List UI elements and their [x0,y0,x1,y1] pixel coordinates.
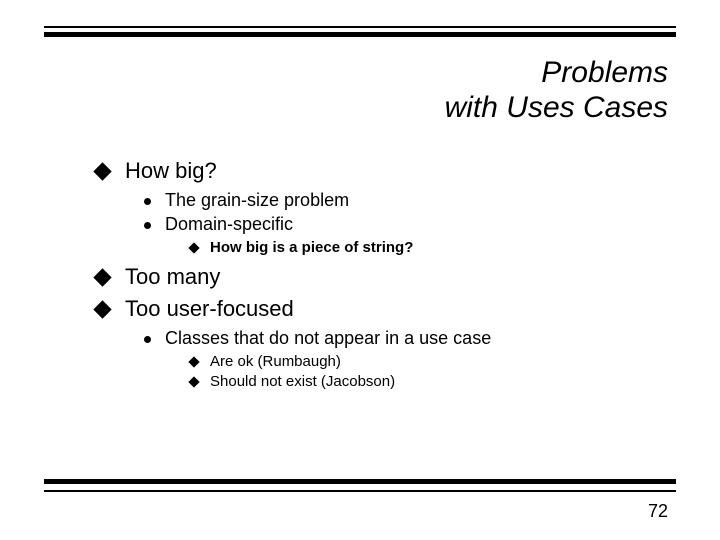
bullet-lvl2: Domain-specific [144,214,660,235]
bullet-lvl3: Should not exist (Jacobson) [190,373,660,390]
diamond-bullet-icon [93,300,111,318]
bullet-lvl3: Are ok (Rumbaugh) [190,353,660,370]
bottom-thick-rule [44,479,676,484]
diamond-bullet-icon [93,268,111,286]
bullet-lvl1: Too many [96,264,660,290]
top-thin-rule [44,26,676,28]
bullet-text: Classes that do not appear in a use case [165,328,491,349]
dot-bullet-icon [144,222,151,229]
bullet-text: Too many [125,264,220,290]
bullet-text: Domain-specific [165,214,293,235]
slide-title: Problems with Uses Cases [445,56,668,125]
diamond-bullet-icon [93,162,111,180]
bullet-lvl2: The grain-size problem [144,190,660,211]
bottom-thin-rule [44,490,676,492]
small-diamond-bullet-icon [188,242,199,253]
bullet-text: Should not exist (Jacobson) [210,373,395,390]
bullet-text: How big? [125,158,217,184]
bullet-text: How big is a piece of string? [210,239,413,256]
bullet-lvl2: Classes that do not appear in a use case [144,328,660,349]
bullet-text: Too user-focused [125,296,294,322]
title-line-1: Problems [445,56,668,91]
bullet-lvl1: How big? [96,158,660,184]
bullet-text: The grain-size problem [165,190,349,211]
small-diamond-bullet-icon [188,376,199,387]
dot-bullet-icon [144,336,151,343]
small-diamond-bullet-icon [188,356,199,367]
dot-bullet-icon [144,198,151,205]
bullet-text: Are ok (Rumbaugh) [210,353,341,370]
page-number: 72 [648,501,668,522]
top-thick-rule [44,32,676,37]
slide-content: How big? The grain-size problem Domain-s… [96,158,660,398]
title-line-2: with Uses Cases [445,91,668,126]
bullet-lvl3: How big is a piece of string? [190,239,660,256]
slide: Problems with Uses Cases How big? The gr… [0,0,720,540]
bullet-lvl1: Too user-focused [96,296,660,322]
